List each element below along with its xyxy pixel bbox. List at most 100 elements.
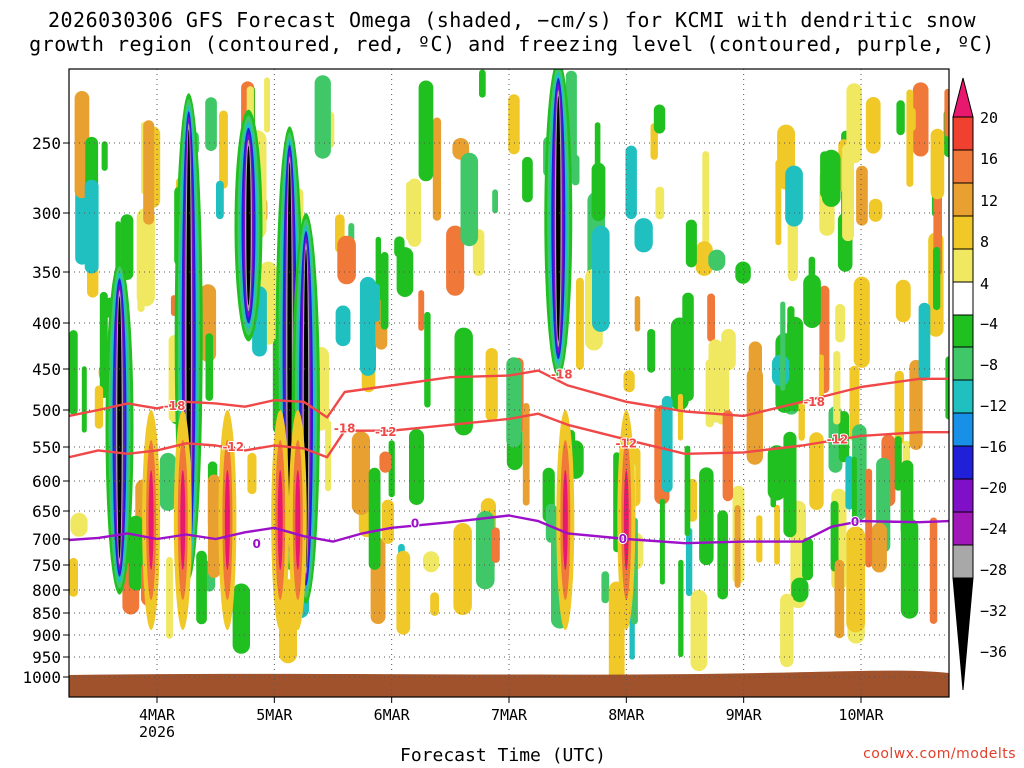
credit-link[interactable]: coolwx.com/modelts: [863, 746, 1016, 762]
colorbar-label: 12: [980, 192, 998, 210]
shading-patch: [933, 246, 941, 311]
shading-patch: [865, 97, 881, 154]
y-tick-label: 700: [32, 530, 61, 549]
colorbar-cell: [952, 149, 974, 184]
colorbar-cell: [952, 116, 974, 151]
shading-patch: [708, 249, 726, 271]
shading-patch: [820, 151, 830, 198]
colorbar-label: −36: [980, 643, 1007, 661]
ascent-column-layer: [287, 162, 292, 534]
shading-patch: [634, 218, 653, 253]
shading-patch: [418, 290, 425, 331]
shading-patch: [780, 301, 786, 391]
shading-patch: [196, 550, 207, 625]
shading-patch: [84, 179, 99, 274]
shading-patch: [335, 305, 351, 347]
shading-patch: [396, 550, 411, 635]
shading-patch: [314, 75, 331, 159]
descent-column-layer: [148, 470, 154, 570]
shading-patch: [780, 593, 794, 668]
contour-label: -18: [803, 395, 825, 409]
omega-shading: [69, 69, 949, 697]
shading-patch: [381, 499, 394, 544]
shading-patch: [846, 83, 862, 164]
shading-patch: [734, 505, 741, 588]
shading-patch: [205, 97, 217, 151]
shading-patch: [787, 306, 795, 329]
shading-patch: [835, 303, 845, 343]
ascent-column-layer: [117, 296, 122, 559]
chart-title-line-1: 2026030306 GFS Forecast Omega (shaded, −…: [47, 8, 977, 32]
shading-patch: [785, 165, 803, 227]
descent-column-layer: [295, 470, 301, 570]
colorbar-label: −24: [980, 520, 1007, 538]
contours: -18 -12 0 -18 -12 0 -18 -12 0 -18 -12 0: [69, 367, 949, 552]
shading-patch: [809, 432, 824, 510]
colorbar-label: −28: [980, 561, 1007, 579]
y-tick-label: 450: [32, 360, 61, 379]
shading-patch: [205, 333, 214, 401]
shading-patch: [485, 348, 498, 422]
y-axis: 250 300 350 400 450 500 550 600 650 700 750 800 850 9…: [22, 134, 69, 687]
y-tick-label: 400: [32, 314, 61, 333]
shading-patch: [418, 80, 434, 182]
shading-patch: [685, 527, 693, 597]
y-tick-label: 1000: [22, 668, 61, 687]
descent-column-layer: [277, 470, 283, 570]
x-tick-label: 8MAR: [608, 706, 645, 724]
shading-patch: [653, 104, 666, 134]
shading-patch: [798, 401, 805, 441]
shading-patch: [930, 128, 945, 200]
x-tick-label: 6MAR: [374, 706, 411, 724]
contour-label: 0: [253, 537, 261, 551]
shading-patch: [677, 393, 683, 441]
shading-patch: [359, 276, 376, 376]
colorbar-label: −12: [980, 397, 1007, 415]
contour-label: 0: [851, 515, 859, 529]
colorbar-cell: [952, 215, 974, 250]
shading-patch: [143, 120, 155, 225]
colorbar-cell: [952, 281, 974, 316]
y-tick-label: 600: [32, 472, 61, 491]
y-tick-label: 550: [32, 438, 61, 457]
shading-patch: [906, 89, 914, 187]
shading-patch: [722, 410, 733, 502]
contour-label: -12: [222, 440, 244, 454]
y-tick-label: 500: [32, 401, 61, 420]
shading-patch: [849, 365, 860, 442]
shading-patch: [128, 515, 144, 591]
shading-patch: [717, 510, 728, 600]
shading-patch: [661, 395, 673, 493]
shading-patch: [909, 359, 923, 450]
contour-minus18: [69, 369, 949, 419]
ascent-column-layer: [556, 96, 561, 342]
shading-patch: [492, 189, 498, 214]
shading-patch: [69, 557, 78, 597]
shading-patch: [802, 537, 813, 581]
shading-patch: [682, 292, 694, 402]
x-axis-title: Forecast Time (UTC): [400, 745, 606, 766]
colorbar-top-arrow: [952, 77, 974, 118]
colorbar-cell: [952, 478, 974, 513]
shading-patch: [708, 339, 723, 423]
shading-patch: [695, 241, 713, 276]
shading-patch: [522, 403, 530, 506]
contour-freezing-level: [69, 514, 949, 545]
shading-patch: [871, 522, 887, 573]
x-tick-label: 4MAR: [139, 706, 176, 724]
shading-patch: [372, 283, 380, 322]
chart-title-line-2: growth region (contoured, red, ºC) and f…: [29, 32, 995, 56]
colorbar: 20 16 12 8 4 −4 −8 −12 −16 −20 −24 −28 −32 −36: [952, 77, 1007, 691]
colorbar-label: 8: [980, 233, 989, 251]
shading-patch: [842, 143, 854, 242]
shading-patch: [685, 219, 697, 268]
shading-patch: [608, 581, 625, 689]
shading-patch: [699, 467, 714, 566]
colorbar-label: −20: [980, 479, 1007, 497]
shading-patch: [833, 351, 841, 425]
shading-patch: [264, 77, 270, 133]
y-tick-label: 950: [32, 648, 61, 667]
shading-patch: [900, 460, 914, 536]
contour-label: -18: [334, 422, 356, 436]
